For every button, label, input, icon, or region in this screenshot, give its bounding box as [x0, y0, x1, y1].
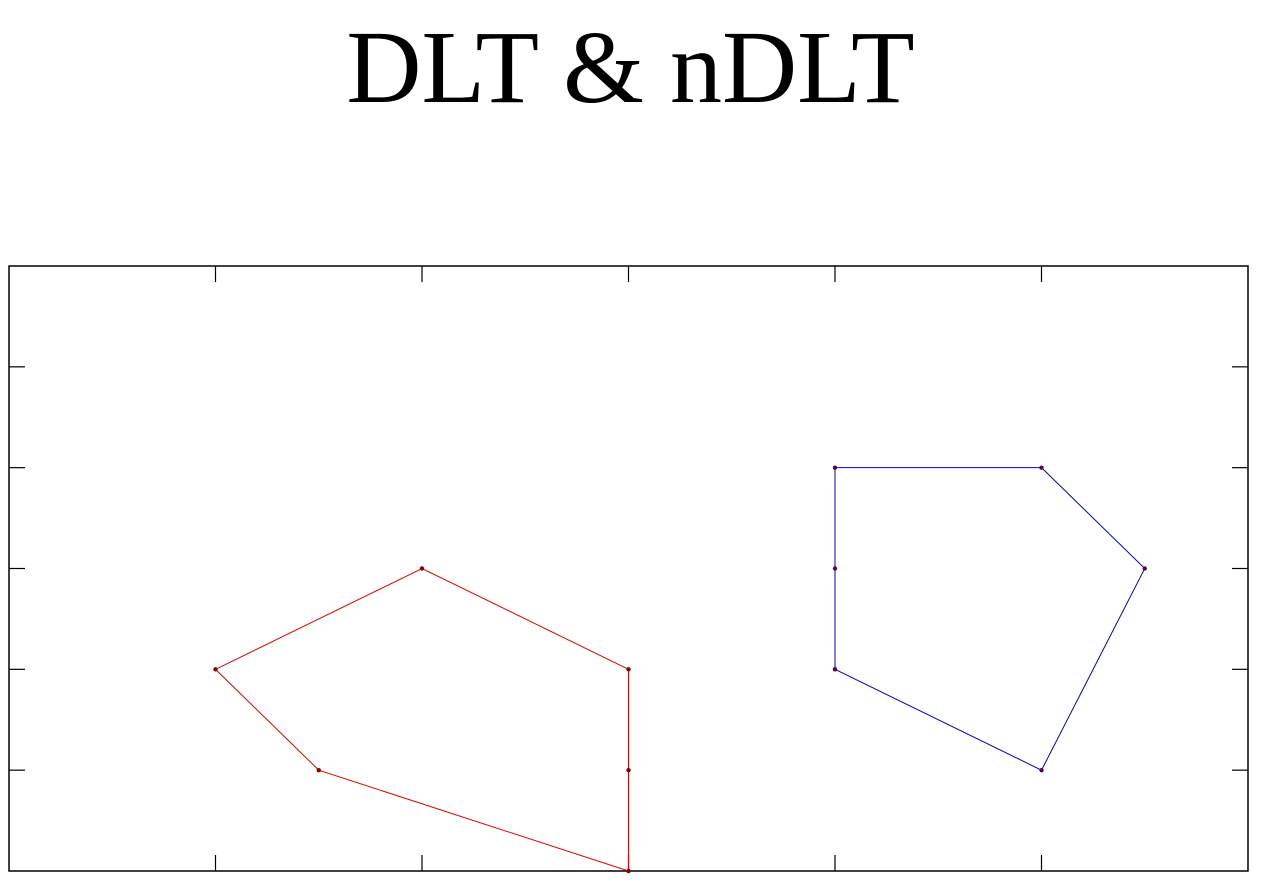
- series-2-point: [1039, 465, 1044, 470]
- series-1-point: [626, 767, 631, 773]
- series-2-point: [1039, 767, 1044, 773]
- chart-title: DLT & nDLT: [346, 10, 915, 125]
- series-1-point: [419, 566, 425, 571]
- series-1-point: [213, 667, 218, 672]
- series-1-point: [626, 667, 631, 672]
- series-2-point: [832, 465, 838, 470]
- series-1-point: [316, 767, 321, 773]
- series-2-point: [832, 566, 838, 571]
- series-2-point: [1142, 566, 1147, 571]
- series-1-point: [626, 868, 631, 874]
- series-1-line: [214, 567, 629, 872]
- series-2-point: [832, 667, 838, 672]
- series-2-line: [834, 467, 1146, 771]
